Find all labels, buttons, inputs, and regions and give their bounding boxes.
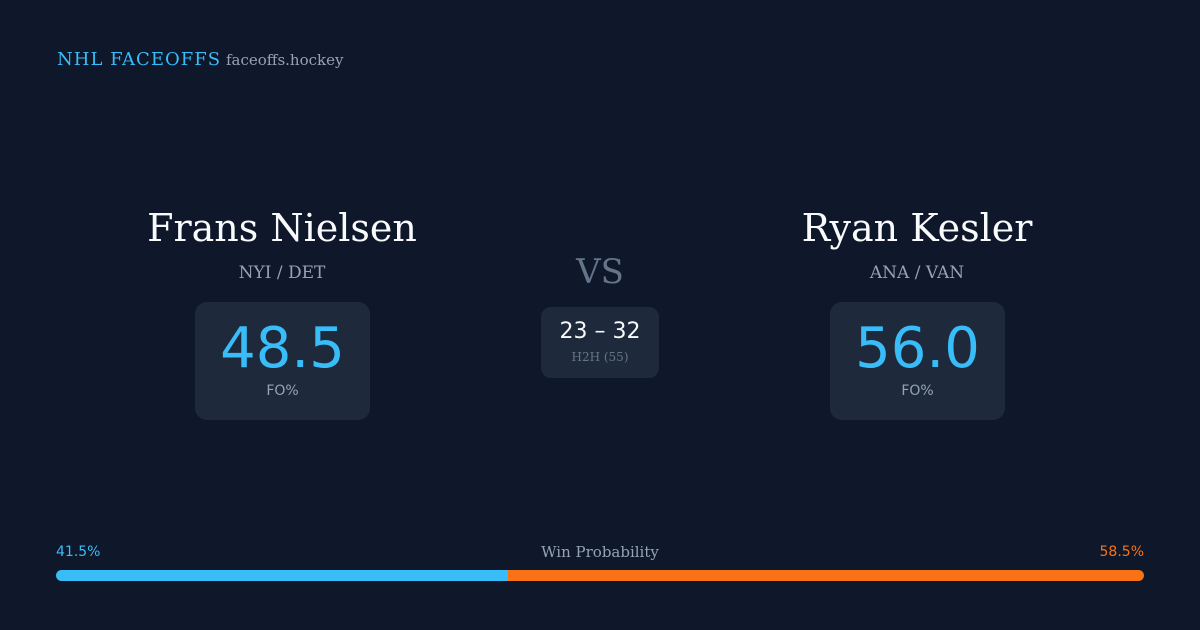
player-teams: NYI / DET	[238, 263, 326, 283]
fo-percent: 56.0	[855, 316, 980, 381]
player-name: Frans Nielsen	[147, 206, 417, 250]
h2h-label: H2H (55)	[571, 350, 629, 364]
probability-label: Win Probability	[541, 543, 659, 561]
probability-bar-right	[507, 570, 1144, 581]
probability-bar-left	[56, 570, 508, 581]
brand-title: NHL FACEOFFS	[57, 49, 222, 70]
stat-card	[195, 302, 370, 420]
vs-label: VS	[576, 252, 624, 292]
site-name: faceoffs.hockey	[226, 51, 344, 69]
player-name: Ryan Kesler	[801, 206, 1033, 250]
fo-label: FO%	[266, 383, 299, 399]
fo-label: FO%	[901, 383, 934, 399]
fo-percent: 48.5	[220, 316, 345, 381]
right-probability: 58.5%	[1099, 544, 1144, 560]
left-probability: 41.5%	[56, 544, 101, 560]
player-teams: ANA / VAN	[869, 263, 965, 283]
h2h-card	[541, 307, 659, 378]
stat-card	[830, 302, 1005, 420]
h2h-score: 23 – 32	[559, 319, 641, 344]
